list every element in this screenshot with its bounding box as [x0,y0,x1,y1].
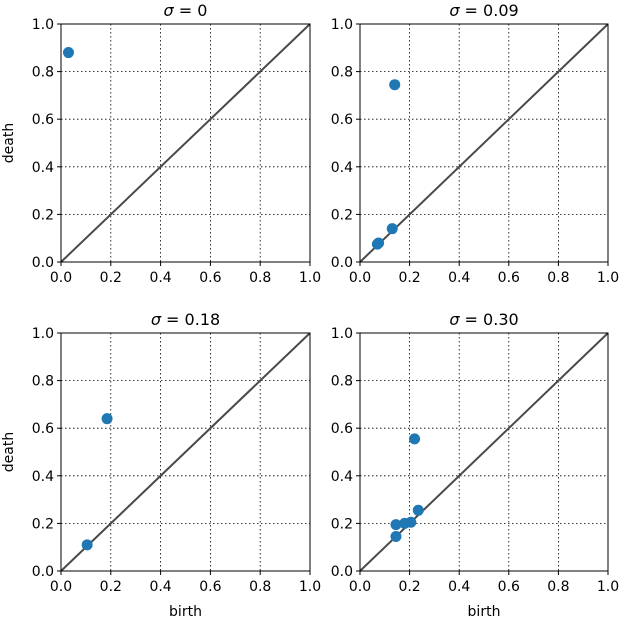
y-tick-label: 0.8 [331,374,353,390]
data-point [409,433,421,445]
data-point [386,223,398,235]
diagonal-line [60,23,311,263]
y-tick-label: 0.2 [32,516,54,532]
y-tick-label: 0.6 [331,112,353,128]
title-symbol: σ [164,1,175,20]
x-tick-label: 0.4 [448,579,470,595]
title-value: = 0.09 [459,1,518,20]
y-tick-label: 0.2 [331,516,353,532]
y-tick-label: 0.6 [331,421,353,437]
x-tick-label: 0.0 [349,270,371,286]
y-tick-label: 0.4 [331,160,353,176]
x-tick-label: 0.2 [398,270,420,286]
x-axis-label: birth [169,604,202,620]
x-tick-label: 0.8 [547,579,569,595]
panel-title: σ = 0.30 [449,310,518,329]
x-tick-label: 0.2 [398,579,420,595]
x-tick-label: 1.0 [299,270,321,286]
title-symbol: σ [449,1,460,20]
y-tick-label: 0.0 [32,564,54,580]
x-tick-label: 0.0 [50,579,72,595]
axes-frame [60,23,311,263]
data-point [390,530,402,542]
y-tick-label: 0.0 [32,255,54,271]
x-tick-label: 0.8 [547,270,569,286]
x-tick-label: 0.6 [498,270,520,286]
panel-title: σ = 0 [164,1,208,20]
y-tick-label: 0.8 [32,374,54,390]
x-tick-label: 0.6 [498,579,520,595]
x-axis-label: birth [468,604,501,620]
diagonal-line [359,23,609,263]
y-tick-label: 1.0 [32,17,54,33]
y-tick-label: 0.6 [32,421,54,437]
diagonal-line [60,332,311,572]
title-value: = 0 [174,1,208,20]
x-tick-label: 0.2 [100,579,122,595]
data-point [390,519,402,531]
data-point [389,79,401,91]
x-tick-label: 0.6 [199,270,221,286]
x-tick-label: 0.8 [249,270,271,286]
y-axis-label: death [1,432,17,472]
diagonal-line [359,332,609,572]
y-tick-label: 1.0 [32,326,54,342]
x-tick-label: 0.2 [100,270,122,286]
y-tick-label: 1.0 [331,326,353,342]
x-tick-label: 1.0 [597,579,619,595]
y-axis-label: death [1,123,17,163]
y-tick-label: 0.0 [331,564,353,580]
chart-panel-2: 0.00.0 0.2 0.2 0.4 0.4 0.6 0.6 0.8 0.8 1.0 1.0 σ = … [331,1,619,286]
chart-panel-1: 0.00.0 0.2 0.2 0.4 0.4 0.6 0.6 0.8 0.8 1.0 1.0 σ = … [1,1,321,286]
title-value: = 0.18 [161,310,220,329]
panel-title: σ = 0.18 [151,310,220,329]
x-tick-label: 0.6 [199,579,221,595]
data-point [412,504,424,516]
y-tick-label: 0.8 [32,65,54,81]
title-value: = 0.30 [459,310,518,329]
y-tick-label: 0.4 [32,160,54,176]
axes-frame [359,23,609,263]
chart-panel-3: 0.00.0 0.2 0.2 0.4 0.4 0.6 0.6 0.8 0.8 1.0 1.0 σ = … [1,310,321,620]
data-point [371,238,383,250]
y-tick-label: 0.2 [32,207,54,223]
x-tick-label: 0.8 [249,579,271,595]
x-tick-label: 0.4 [149,270,171,286]
data-point [62,47,74,59]
x-tick-label: 0.4 [149,579,171,595]
chart-panel-4: 0.00.0 0.2 0.2 0.4 0.4 0.6 0.6 0.8 0.8 1.0 1.0 σ = … [331,310,619,620]
panel-title: σ = 0.09 [449,1,518,20]
y-tick-label: 0.2 [331,207,353,223]
y-tick-label: 0.4 [331,469,353,485]
data-point [101,413,113,425]
axes-frame [359,332,609,572]
x-tick-label: 0.0 [349,579,371,595]
y-tick-label: 0.0 [331,255,353,271]
title-symbol: σ [449,310,460,329]
x-tick-label: 1.0 [299,579,321,595]
y-tick-label: 0.8 [331,65,353,81]
title-symbol: σ [151,310,162,329]
data-point [81,539,93,551]
axes-frame [60,332,311,572]
data-point [399,517,411,529]
x-tick-label: 0.0 [50,270,72,286]
x-tick-label: 0.4 [448,270,470,286]
y-tick-label: 0.4 [32,469,54,485]
y-tick-label: 1.0 [331,17,353,33]
y-tick-label: 0.6 [32,112,54,128]
x-tick-label: 1.0 [597,270,619,286]
